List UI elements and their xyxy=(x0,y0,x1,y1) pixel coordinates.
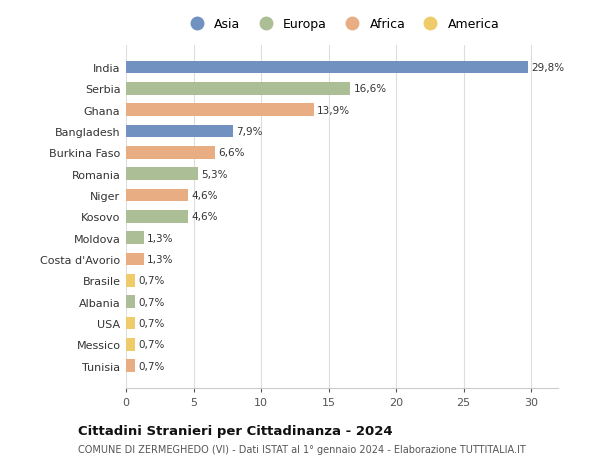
Text: 0,7%: 0,7% xyxy=(139,276,165,286)
Bar xyxy=(126,317,136,330)
Bar xyxy=(126,338,136,351)
Bar xyxy=(126,83,350,95)
Bar xyxy=(126,211,188,223)
Text: 0,7%: 0,7% xyxy=(139,319,165,328)
Legend: Asia, Europa, Africa, America: Asia, Europa, Africa, America xyxy=(184,18,500,31)
Bar xyxy=(126,232,143,245)
Bar xyxy=(126,296,136,308)
Bar xyxy=(126,189,188,202)
Text: 4,6%: 4,6% xyxy=(191,190,218,201)
Bar xyxy=(126,274,136,287)
Text: 0,7%: 0,7% xyxy=(139,361,165,371)
Bar xyxy=(126,168,197,181)
Bar xyxy=(126,146,215,159)
Text: 6,6%: 6,6% xyxy=(218,148,245,158)
Text: 0,7%: 0,7% xyxy=(139,297,165,307)
Bar xyxy=(126,359,136,372)
Text: COMUNE DI ZERMEGHEDO (VI) - Dati ISTAT al 1° gennaio 2024 - Elaborazione TUTTITA: COMUNE DI ZERMEGHEDO (VI) - Dati ISTAT a… xyxy=(78,444,526,454)
Text: Cittadini Stranieri per Cittadinanza - 2024: Cittadini Stranieri per Cittadinanza - 2… xyxy=(78,424,392,437)
Text: 4,6%: 4,6% xyxy=(191,212,218,222)
Text: 0,7%: 0,7% xyxy=(139,340,165,350)
Text: 16,6%: 16,6% xyxy=(353,84,386,94)
Text: 5,3%: 5,3% xyxy=(201,169,227,179)
Text: 7,9%: 7,9% xyxy=(236,127,263,137)
Bar xyxy=(126,62,528,74)
Bar xyxy=(126,125,233,138)
Text: 1,3%: 1,3% xyxy=(147,254,173,264)
Text: 13,9%: 13,9% xyxy=(317,106,350,115)
Bar xyxy=(126,104,314,117)
Bar xyxy=(126,253,143,266)
Text: 29,8%: 29,8% xyxy=(532,63,565,73)
Text: 1,3%: 1,3% xyxy=(147,233,173,243)
